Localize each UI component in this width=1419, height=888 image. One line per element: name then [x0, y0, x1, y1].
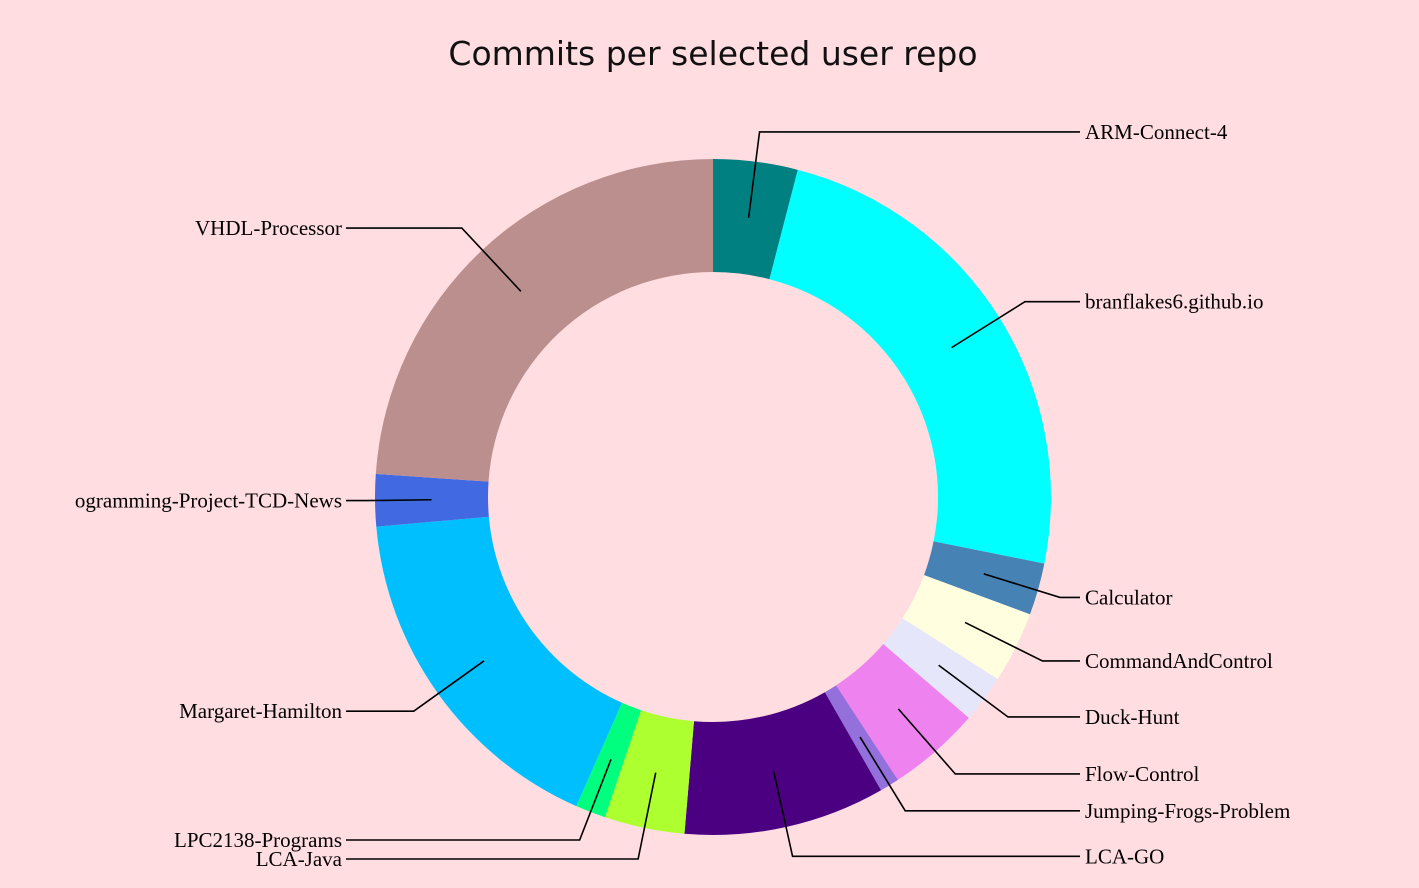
slice-arm-connect-4[interactable] [713, 159, 798, 280]
slice-label-commandandcontrol: CommandAndControl [1085, 649, 1273, 673]
slice-label-flow-control: Flow-Control [1085, 762, 1200, 786]
leader-line-ogramming-project-tcd-news [346, 498, 432, 502]
slice-label-lca-java: LCA-Java [256, 847, 343, 871]
slice-vhdl-processor[interactable] [375, 159, 713, 482]
slice-label-calculator: Calculator [1085, 585, 1172, 609]
slice-ogramming-project-tcd-news[interactable] [375, 473, 489, 527]
slice-commandandcontrol[interactable] [902, 575, 1030, 680]
chart-title: Commits per selected user repo [448, 34, 978, 73]
slice-label-vhdl-processor: VHDL-Processor [195, 216, 342, 240]
leader-line-lca-java [346, 772, 657, 860]
slice-label-margaret-hamilton: Margaret-Hamilton [179, 699, 342, 723]
slice-branflakes6-github-io[interactable] [769, 169, 1051, 564]
slice-lca-java[interactable] [605, 710, 694, 834]
slice-label-lpc2138-programs: LPC2138-Programs [174, 828, 342, 852]
slice-label-ogramming-project-tcd-news: ogramming-Project-TCD-News [75, 489, 342, 513]
leader-line-vhdl-processor [346, 227, 522, 292]
slice-label-duck-hunt: Duck-Hunt [1085, 705, 1180, 729]
slice-lca-go[interactable] [684, 692, 882, 835]
leader-line-branflakes6-github-io [951, 300, 1080, 349]
leader-line-margaret-hamilton [346, 660, 485, 712]
leader-line-arm-connect-4 [747, 131, 1080, 218]
slice-label-jumping-frogs-problem: Jumping-Frogs-Problem [1085, 799, 1290, 823]
leader-line-lpc2138-programs [346, 759, 612, 841]
leader-line-lca-go [773, 771, 1080, 858]
slice-flow-control[interactable] [836, 644, 969, 780]
slices-group [375, 159, 1051, 835]
slice-duck-hunt[interactable] [883, 618, 998, 718]
leader-line-flow-control [897, 708, 1080, 775]
slice-label-arm-connect-4: ARM-Connect-4 [1085, 120, 1228, 144]
labels-group: ARM-Connect-4 branflakes6.github.io Calcul… [75, 120, 1290, 871]
leader-line-jumping-frogs-problem [859, 736, 1080, 812]
leader-line-duck-hunt [938, 664, 1080, 718]
leader-line-calculator [983, 573, 1080, 599]
slice-label-lca-go: LCA-GO [1085, 844, 1164, 868]
leader-line-commandandcontrol [964, 621, 1080, 662]
slice-label-branflakes6-github-io: branflakes6.github.io [1085, 290, 1263, 314]
slice-margaret-hamilton[interactable] [376, 516, 623, 807]
slice-lpc2138-programs[interactable] [576, 702, 642, 818]
slice-calculator[interactable] [924, 541, 1045, 615]
leader-lines-group [346, 131, 1080, 860]
